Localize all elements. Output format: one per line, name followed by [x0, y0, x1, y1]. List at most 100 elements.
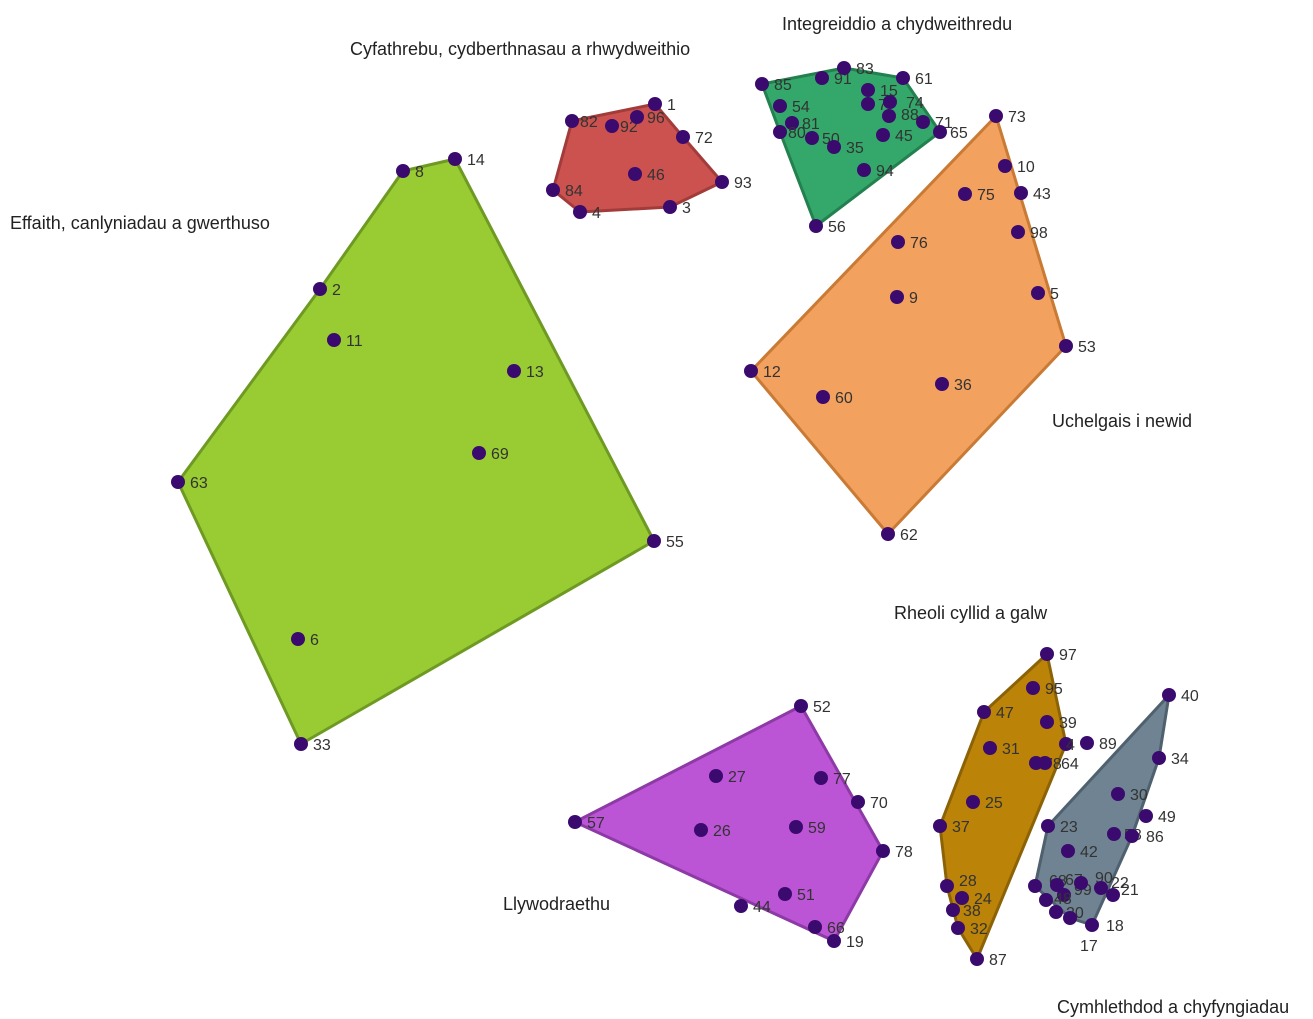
- data-point-label: 36: [954, 377, 972, 394]
- data-point: 45: [876, 128, 913, 145]
- data-point-label: 93: [734, 175, 752, 192]
- data-point-marker: [1074, 876, 1088, 890]
- data-point: 24: [955, 891, 992, 908]
- data-point-marker: [773, 99, 787, 113]
- data-point-label: 51: [797, 887, 815, 904]
- data-point: 13: [507, 364, 544, 381]
- data-point-marker: [1038, 756, 1052, 770]
- data-point-marker: [1028, 879, 1042, 893]
- data-point-label: 24: [974, 891, 992, 908]
- data-point: 4: [1059, 737, 1075, 754]
- data-point-marker: [396, 164, 410, 178]
- data-point-label: 13: [526, 364, 544, 381]
- data-point-marker: [916, 115, 930, 129]
- data-point-label: 4: [1066, 737, 1075, 754]
- data-point: 94: [857, 163, 894, 180]
- data-point-marker: [1061, 844, 1075, 858]
- data-point: 76: [891, 235, 928, 252]
- data-point-marker: [1063, 911, 1077, 925]
- data-point-label: 92: [620, 119, 638, 136]
- data-point: 48: [1039, 891, 1072, 908]
- data-point: 21: [1106, 882, 1139, 902]
- data-point-marker: [294, 737, 308, 751]
- data-point: 25: [966, 795, 1003, 812]
- data-point-label: 89: [1099, 736, 1117, 753]
- data-point: 87: [970, 952, 1007, 969]
- data-point: 85: [755, 77, 792, 94]
- data-point: 86: [1125, 829, 1164, 846]
- data-point-label: 3: [682, 200, 691, 217]
- data-point-marker: [1107, 827, 1121, 841]
- data-point-marker: [951, 921, 965, 935]
- data-point-marker: [851, 795, 865, 809]
- data-point-label: 33: [313, 737, 331, 754]
- data-point-label: 48: [1054, 891, 1072, 908]
- data-point: 32: [951, 921, 988, 938]
- data-point-marker: [946, 903, 960, 917]
- cluster-label-cyfathrebu: Cyfathrebu, cydberthnasau a rhwydweithio: [350, 39, 690, 59]
- data-point-marker: [861, 83, 875, 97]
- data-point-marker: [827, 140, 841, 154]
- data-point: 9: [890, 290, 918, 307]
- data-point-marker: [1111, 787, 1125, 801]
- cluster-label-llywodraethu: Llywodraethu: [503, 894, 610, 914]
- data-point: 8: [396, 164, 424, 181]
- data-point: 92: [605, 119, 638, 136]
- data-point-marker: [1059, 737, 1073, 751]
- data-point-marker: [940, 879, 954, 893]
- data-point-label: 57: [587, 815, 605, 832]
- data-point-label: 15: [880, 83, 898, 100]
- data-point-label: 45: [895, 128, 913, 145]
- data-point-marker: [935, 377, 949, 391]
- data-point-label: 76: [910, 235, 928, 252]
- data-point-label: 80: [788, 125, 806, 142]
- data-point: 23: [1041, 819, 1078, 836]
- data-point: 97: [1040, 647, 1077, 664]
- data-point-marker: [989, 109, 1003, 123]
- data-point-label: 30: [1130, 787, 1148, 804]
- data-point-marker: [1040, 715, 1054, 729]
- data-point-marker: [648, 97, 662, 111]
- data-point: 89: [1080, 736, 1117, 753]
- data-point: 15: [861, 83, 898, 100]
- data-point: 7: [861, 97, 887, 114]
- data-point-marker: [755, 77, 769, 91]
- cluster-label-rheoli: Rheoli cyllid a galw: [894, 603, 1048, 623]
- data-point: 6: [291, 632, 319, 649]
- data-point-label: 14: [467, 152, 485, 169]
- data-point-marker: [933, 125, 947, 139]
- data-point-label: 73: [1008, 109, 1026, 126]
- data-point-marker: [1031, 286, 1045, 300]
- data-point: 4: [573, 205, 601, 222]
- data-point-label: 35: [846, 140, 864, 157]
- data-point-marker: [1041, 819, 1055, 833]
- data-point: 18: [1085, 918, 1124, 935]
- data-point-marker: [448, 152, 462, 166]
- data-point-label: 18: [1106, 918, 1124, 935]
- data-point: 5: [1031, 286, 1059, 303]
- data-point: 53: [1059, 339, 1096, 356]
- data-point-label: 9: [909, 290, 918, 307]
- data-point-label: 65: [950, 125, 968, 142]
- data-point-marker: [568, 815, 582, 829]
- data-point-label: 5: [1050, 286, 1059, 303]
- data-point-label: 52: [813, 699, 831, 716]
- data-point-marker: [789, 820, 803, 834]
- data-point-marker: [876, 128, 890, 142]
- data-point-label: 55: [666, 534, 684, 551]
- data-point-label: 23: [1060, 819, 1078, 836]
- data-point-label: 39: [1059, 715, 1077, 732]
- cluster-label-cymhlethdod: Cymhlethdod a chyfyngiadau: [1057, 997, 1289, 1017]
- data-point-marker: [1085, 918, 1099, 932]
- data-point-label: 72: [695, 130, 713, 147]
- cluster-hull-cymhlethdod: [1033, 693, 1171, 927]
- data-point-label: 31: [1002, 741, 1020, 758]
- data-point: 66: [808, 920, 845, 937]
- data-point: 63: [171, 475, 208, 492]
- data-point-label: 78: [895, 844, 913, 861]
- data-point-marker: [472, 446, 486, 460]
- data-point: 51: [778, 887, 815, 904]
- data-point-label: 6: [310, 632, 319, 649]
- data-point-marker: [715, 175, 729, 189]
